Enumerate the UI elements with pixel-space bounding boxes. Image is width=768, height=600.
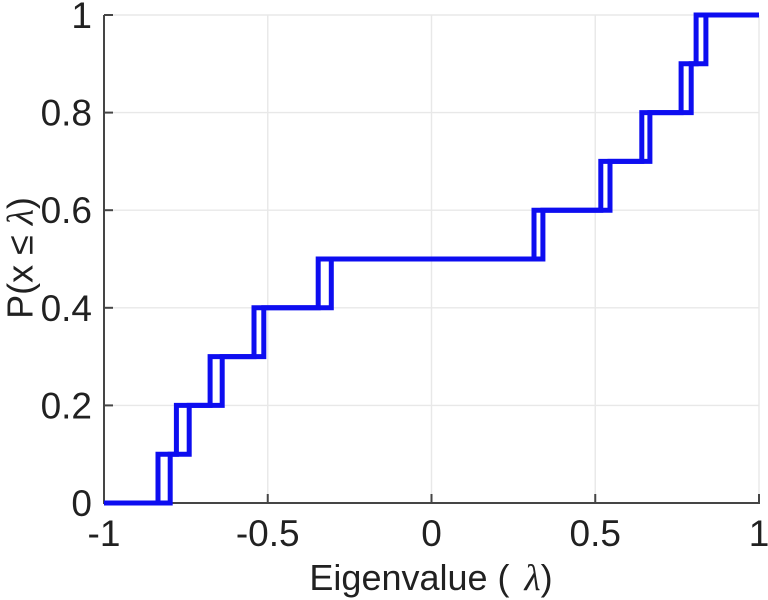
- lambda-symbol: λ: [524, 558, 541, 599]
- x-tick-label: 0: [421, 513, 442, 554]
- x-axis-label: Eigenvalue ( λ): [309, 557, 553, 599]
- x-tick-label: 0.5: [570, 513, 621, 554]
- x-tick-label: -0.5: [236, 513, 300, 554]
- x-tick-label: -1: [88, 513, 121, 554]
- lambda-symbol: λ: [0, 209, 42, 226]
- x-axis-label-close: ): [540, 557, 553, 598]
- y-tick-label: 0.4: [41, 288, 92, 329]
- ecdf-staircase-2-line: [104, 12, 759, 506]
- y-axis-label-close: ): [0, 197, 41, 210]
- y-tick-label: 0: [71, 483, 92, 524]
- y-axis-label-text: P(x ≤: [0, 235, 41, 319]
- x-axis-label-text: Eigenvalue (: [309, 557, 510, 598]
- y-tick-label: 0.8: [41, 93, 92, 134]
- y-tick-label: 0.2: [41, 385, 92, 426]
- x-tick-label: 1: [749, 513, 768, 554]
- y-tick-label: 0.6: [41, 190, 92, 231]
- y-tick-label: 1: [71, 0, 92, 36]
- y-axis-label: P(x ≤ λ): [0, 197, 42, 319]
